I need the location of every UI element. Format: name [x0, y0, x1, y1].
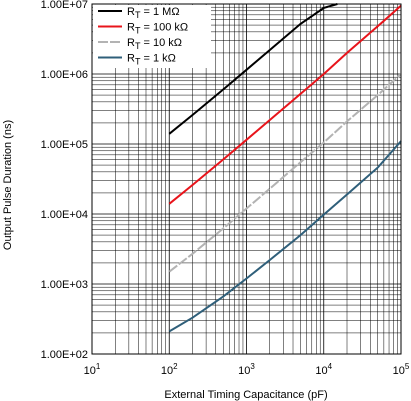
plot-frame: [91, 3, 402, 355]
y-tick-label: 1.00E+03: [41, 279, 88, 291]
y-tick-label: 1.00E+04: [41, 209, 88, 221]
series-line: [168, 3, 338, 135]
y-tick-label: 1.00E+06: [41, 69, 88, 81]
series-line: [168, 73, 402, 273]
y-axis-ticks: 1.00E+02 1.00E+03 1.00E+04 1.00E+05 1.00E+06…: [41, 0, 88, 361]
legend-entry: RT = 10 kΩ: [127, 37, 182, 51]
x-tick-label: 101: [84, 362, 101, 377]
series-line: [168, 4, 402, 205]
x-tick-label: 104: [315, 362, 332, 377]
series-line: [168, 140, 402, 333]
legend-entry: RT = 100 kΩ: [127, 22, 188, 36]
x-axis-label: External Timing Capacitance (pF): [164, 389, 327, 401]
x-tick-label: 103: [238, 362, 255, 377]
legend-entry: RT = 1 MΩ: [127, 6, 180, 20]
x-axis-ticks: 101 102 103 104 105: [84, 362, 410, 377]
legend-entry: RT = 1 kΩ: [127, 53, 176, 67]
x-tick-label: 105: [393, 362, 410, 377]
y-tick-label: 1.00E+02: [41, 349, 88, 361]
y-axis-label: Output Pulse Duration (ns): [2, 120, 14, 250]
y-tick-label: 1.00E+07: [41, 0, 88, 11]
series-layer: [168, 3, 402, 333]
x-tick-label: 102: [161, 362, 178, 377]
y-tick-label: 1.00E+05: [41, 139, 88, 151]
